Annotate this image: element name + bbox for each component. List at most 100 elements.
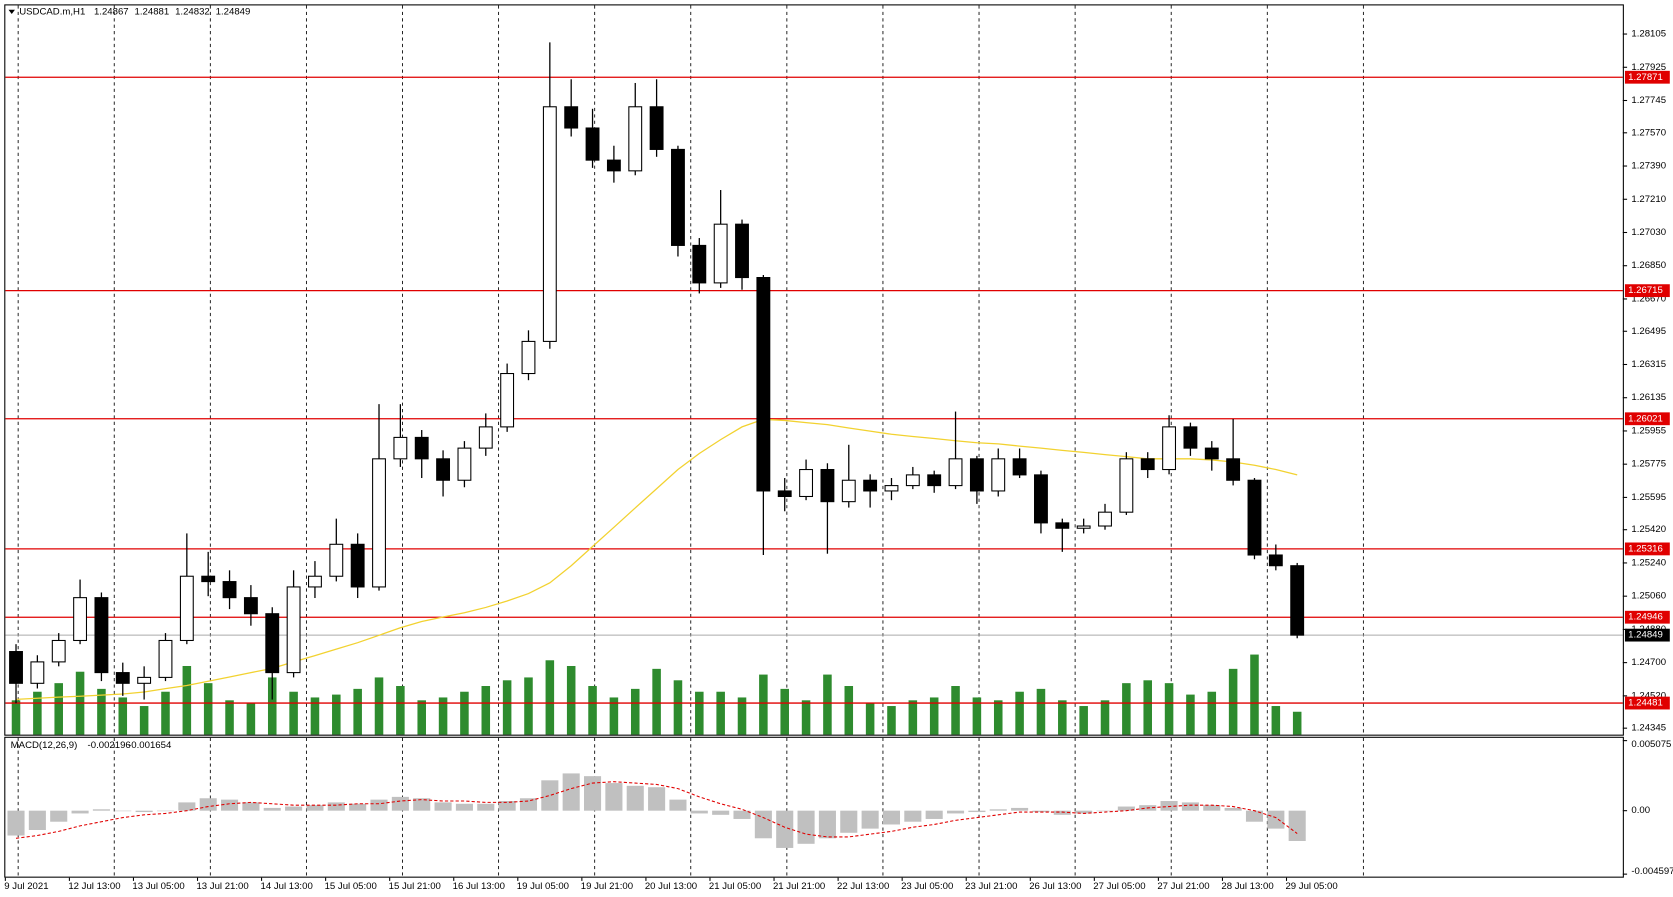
volume-bar — [161, 691, 170, 735]
header-value: 1.24881 — [135, 6, 170, 17]
y-tick-label: 1.28105 — [1631, 29, 1666, 40]
macd-bar — [498, 801, 516, 811]
candle-body — [1012, 458, 1027, 476]
candle-body — [115, 672, 130, 684]
macd-bar — [626, 785, 644, 811]
volume-bar — [54, 683, 63, 735]
volume-bar — [844, 686, 854, 735]
y-tick-label: 1.27210 — [1631, 194, 1666, 205]
volume-bar — [225, 700, 234, 735]
macd-bar — [1267, 810, 1285, 829]
volume-bar — [695, 691, 704, 735]
volume-bar — [118, 697, 128, 735]
x-tick-label: 22 Jul 13:00 — [837, 881, 889, 892]
level-tag — [1624, 610, 1670, 624]
candle-body — [9, 651, 23, 684]
y-tick-label: 1.26670 — [1631, 293, 1666, 304]
macd-bar — [904, 810, 922, 822]
y-tick-label: 1.25060 — [1631, 591, 1666, 602]
volume-bar — [780, 688, 789, 735]
candle-body — [457, 447, 472, 481]
x-tick-label: 21 Jul 21:00 — [773, 881, 825, 892]
volume-bar — [993, 700, 1003, 735]
level-tag — [1624, 696, 1670, 710]
macd-bar — [7, 810, 25, 836]
volume-bar — [246, 703, 256, 735]
candle-body — [905, 474, 920, 487]
candle-body — [158, 639, 173, 678]
candle-body — [1183, 426, 1198, 449]
macd-bar — [968, 810, 986, 813]
macd-frame — [4, 736, 1624, 878]
candle-body — [628, 106, 643, 172]
candle-body — [564, 106, 579, 129]
candle-body — [308, 575, 322, 588]
candle-body — [1076, 525, 1091, 529]
macd-bar — [776, 810, 794, 848]
y-tick-label: 1.26850 — [1631, 260, 1666, 271]
macd-bar — [199, 798, 217, 811]
y-tick-label: -0.004597 — [1631, 866, 1673, 877]
macd-bar — [648, 787, 666, 811]
candle-body — [521, 340, 536, 375]
macd-bar — [1011, 807, 1029, 811]
volume-bar — [1100, 700, 1110, 735]
volume-bar — [1036, 688, 1046, 735]
level-label: 1.24946 — [1628, 612, 1663, 623]
symbol-dropdown[interactable] — [8, 9, 15, 14]
x-tick-label: 29 Jul 05:00 — [1285, 881, 1337, 892]
candle-body — [372, 458, 386, 588]
moving-average — [15, 418, 1298, 701]
x-tick-label: 23 Jul 05:00 — [901, 881, 953, 892]
volume-bar — [566, 665, 576, 735]
candle-body — [265, 613, 280, 674]
candle-body — [414, 436, 429, 460]
header-value: 1.24867 — [94, 6, 129, 17]
macd-bar — [349, 803, 367, 811]
x-tick-label: 9 Jul 2021 — [4, 881, 48, 892]
macd-bar — [989, 809, 1007, 811]
y-tick-label: 1.24700 — [1631, 657, 1666, 668]
candle-body — [94, 597, 109, 674]
volume-bar — [1292, 711, 1302, 735]
y-tick-label: 1.25420 — [1631, 524, 1666, 535]
candle-body — [350, 543, 365, 588]
candle-body — [713, 223, 728, 284]
candle-body — [542, 106, 557, 342]
x-tick-label: 27 Jul 05:00 — [1093, 881, 1145, 892]
plot-layer: USDCAD.m,H1 1.24867 1.24881 1.24832 1.24849 1… — [4, 5, 1673, 892]
macd-bar — [327, 802, 345, 811]
level-label: 1.26715 — [1628, 285, 1663, 296]
macd-bar — [92, 809, 110, 811]
macd-bar — [818, 810, 836, 839]
candle-body — [671, 148, 685, 246]
y-tick-label: 1.26135 — [1631, 392, 1666, 403]
macd-bar — [605, 783, 623, 811]
candle-body — [436, 458, 451, 481]
level-label: 1.27871 — [1628, 72, 1663, 83]
volume-bar — [182, 665, 192, 735]
candle-body — [478, 426, 493, 449]
volume-bar — [97, 688, 106, 735]
macd-bar — [114, 810, 132, 812]
candle-body — [1268, 554, 1283, 567]
macd-bar — [477, 803, 495, 811]
x-tick-label: 15 Jul 21:00 — [389, 881, 441, 892]
header-value: 1.24849 — [216, 6, 251, 17]
volume-bar — [310, 697, 320, 735]
volume-bar — [1143, 680, 1152, 735]
macd-bar — [1117, 806, 1135, 811]
macd-bar — [797, 810, 815, 844]
x-tick-label: 13 Jul 21:00 — [196, 881, 248, 892]
candle-body — [948, 458, 963, 487]
candle-body — [137, 676, 152, 684]
volume-bar — [1271, 706, 1281, 735]
macd-bar — [455, 803, 473, 811]
macd-bar — [712, 810, 730, 815]
candle-body — [735, 223, 749, 279]
header-value: 1.24832 — [175, 6, 210, 17]
y-tick-label: 1.25240 — [1631, 557, 1666, 568]
x-tick-label: 23 Jul 21:00 — [965, 881, 1017, 892]
